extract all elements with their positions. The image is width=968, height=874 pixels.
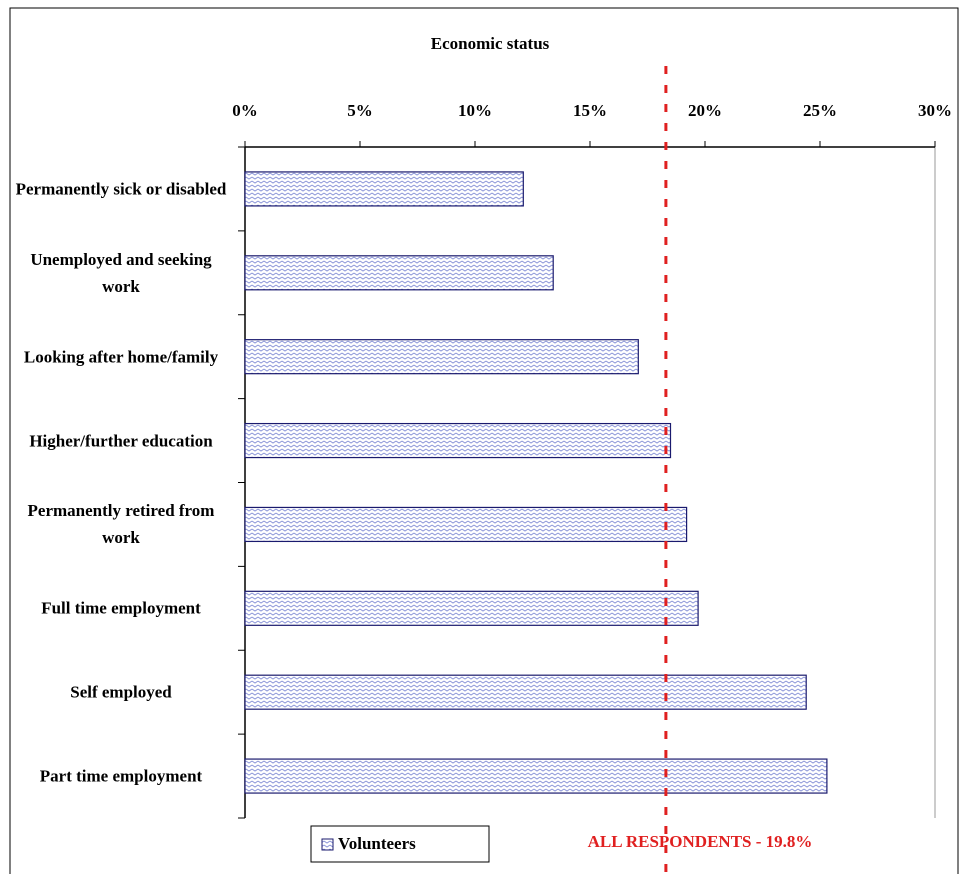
y-tick-label: Higher/further education [29,431,213,451]
x-tick-label: 10% [458,101,492,120]
y-tick-label: Full time employment [41,598,201,618]
y-tick-label: Permanently retired from work [27,501,215,548]
y-tick-label: Looking after home/family [23,347,219,367]
reference-label: ALL RESPONDENTS - 19.8% [588,832,813,851]
chart-title: Economic status [431,34,550,53]
bar [244,255,554,291]
bar [244,590,699,626]
bar [244,674,807,710]
bar [244,506,688,543]
legend-label: Volunteers [338,834,416,853]
bar [244,171,524,207]
y-tick-label: Permanently sick or disabled [15,179,227,199]
x-tick-label: 15% [573,101,607,120]
x-tick-label: 5% [347,101,373,120]
x-tick-label: 30% [918,101,952,120]
y-tick-label: Self employed [70,682,172,702]
y-tick-label: Part time employment [39,766,203,786]
y-tick-label: Unemployed and seeking work [30,249,212,296]
legend-swatch [321,838,334,851]
bar [244,339,639,375]
bar [244,758,828,794]
legend-box [310,825,490,863]
x-tick-label: 25% [803,101,837,120]
x-tick-label: 0% [232,101,258,120]
x-tick-label: 20% [688,101,722,120]
outer-frame [9,7,959,874]
bar [244,422,672,459]
